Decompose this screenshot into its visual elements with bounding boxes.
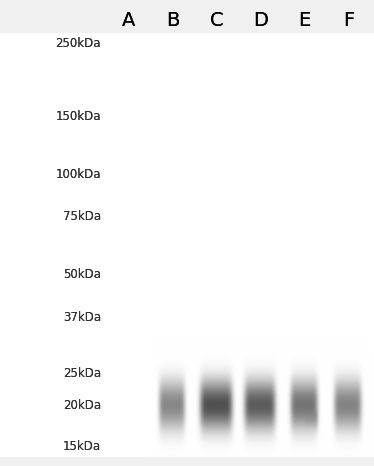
FancyBboxPatch shape bbox=[110, 33, 147, 457]
Text: 20kDa: 20kDa bbox=[63, 399, 101, 412]
Text: 37kDa: 37kDa bbox=[63, 311, 101, 324]
Text: F: F bbox=[343, 11, 354, 30]
Text: E: E bbox=[298, 11, 310, 30]
Text: B: B bbox=[166, 11, 179, 30]
Text: 25kDa: 25kDa bbox=[63, 367, 101, 380]
Text: 100kDa: 100kDa bbox=[55, 168, 101, 181]
Text: D: D bbox=[253, 11, 268, 30]
FancyBboxPatch shape bbox=[242, 33, 279, 457]
Text: 37kDa: 37kDa bbox=[63, 311, 101, 324]
Text: 20kDa: 20kDa bbox=[63, 399, 101, 412]
Text: E: E bbox=[298, 11, 310, 30]
FancyBboxPatch shape bbox=[198, 33, 235, 457]
Text: F: F bbox=[343, 11, 354, 30]
FancyBboxPatch shape bbox=[286, 33, 323, 457]
Text: D: D bbox=[253, 11, 268, 30]
Text: 75kDa: 75kDa bbox=[63, 210, 101, 223]
Text: 50kDa: 50kDa bbox=[63, 268, 101, 281]
Text: C: C bbox=[210, 11, 223, 30]
FancyBboxPatch shape bbox=[154, 33, 191, 457]
Text: C: C bbox=[210, 11, 223, 30]
Text: 250kDa: 250kDa bbox=[55, 37, 101, 50]
Text: B: B bbox=[166, 11, 179, 30]
Text: A: A bbox=[122, 11, 135, 30]
Text: 50kDa: 50kDa bbox=[63, 268, 101, 281]
Text: 100kDa: 100kDa bbox=[55, 168, 101, 181]
Text: 150kDa: 150kDa bbox=[55, 110, 101, 123]
Text: 25kDa: 25kDa bbox=[63, 367, 101, 380]
Text: 15kDa: 15kDa bbox=[63, 440, 101, 453]
Text: 15kDa: 15kDa bbox=[63, 440, 101, 453]
Text: 150kDa: 150kDa bbox=[55, 110, 101, 123]
FancyBboxPatch shape bbox=[329, 33, 367, 457]
Text: 75kDa: 75kDa bbox=[63, 210, 101, 223]
Text: 250kDa: 250kDa bbox=[55, 37, 101, 50]
Text: A: A bbox=[122, 11, 135, 30]
